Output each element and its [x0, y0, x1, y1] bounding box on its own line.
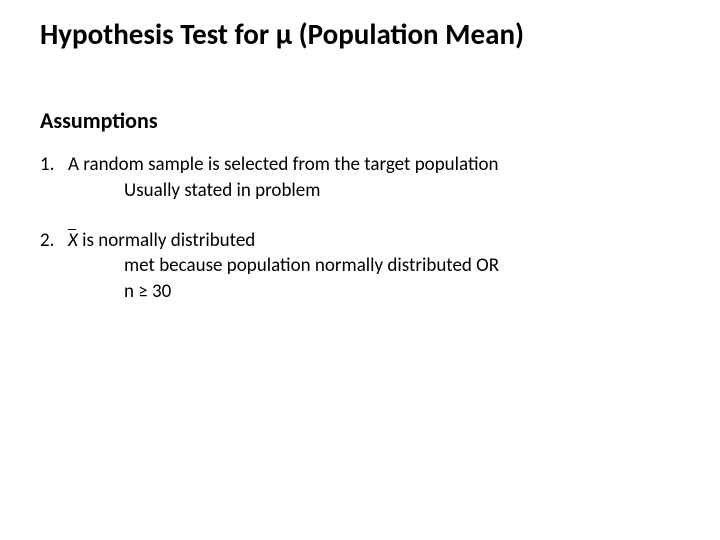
item-number: 1.: [40, 152, 68, 203]
item-main-text: A random sample is selected from the tar…: [68, 153, 499, 176]
assumptions-heading: Assumptions: [40, 107, 680, 134]
item-main-text: is normally distributed: [78, 229, 255, 252]
item-body: X is normally distributed met because po…: [68, 228, 680, 305]
assumptions-list: 1. A random sample is selected from the …: [40, 152, 680, 304]
item-sub-text: Usually stated in problem: [68, 178, 680, 204]
slide: Hypothesis Test for μ (Population Mean) …: [0, 0, 720, 540]
item-sub-text: met because population normally distribu…: [68, 253, 680, 279]
item-sub-text: n ≥ 30: [68, 279, 680, 305]
page-title: Hypothesis Test for μ (Population Mean): [40, 18, 680, 51]
list-item: 1. A random sample is selected from the …: [40, 152, 680, 203]
x-bar-symbol: X: [68, 228, 78, 254]
list-item: 2. X is normally distributed met because…: [40, 228, 680, 305]
item-body: A random sample is selected from the tar…: [68, 152, 680, 203]
item-number: 2.: [40, 228, 68, 305]
